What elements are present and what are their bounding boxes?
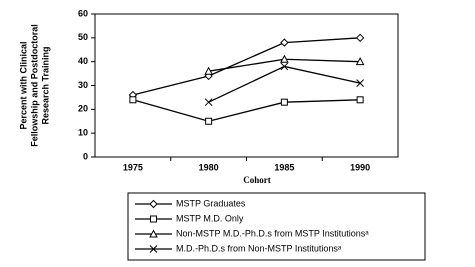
y-axis-label: Percent with Clinical xyxy=(18,41,28,129)
y-axis-label: Research Training xyxy=(40,46,50,124)
x-tick-label: 1985 xyxy=(274,162,294,172)
legend-label: MSTP Graduates xyxy=(176,198,246,208)
point xyxy=(280,54,289,63)
point xyxy=(280,98,288,106)
legend-marker xyxy=(149,229,158,238)
y-tick-label: 0 xyxy=(83,151,88,161)
legend-marker xyxy=(149,245,158,253)
y-tick-label: 30 xyxy=(78,80,88,90)
x-tick-label: 1975 xyxy=(123,162,143,172)
x-axis-label: Cohort xyxy=(243,175,271,185)
series-line xyxy=(132,99,361,122)
plot-frame xyxy=(94,13,399,158)
point xyxy=(129,96,137,104)
legend-label: Non-MSTP M.D.-Ph.D.s from MSTP Instituti… xyxy=(176,228,369,238)
point xyxy=(204,98,213,107)
legend-label: MSTP M.D. Only xyxy=(176,213,244,223)
legend-marker xyxy=(149,199,158,209)
legend-label: M.D.-Ph.D.s from Non-MSTP Institutionsᵃ xyxy=(176,243,342,253)
y-axis-label: Fellowship and Postdoctoral xyxy=(29,24,39,147)
point xyxy=(355,57,365,66)
legend-marker xyxy=(150,215,157,223)
point xyxy=(356,96,364,104)
point xyxy=(355,33,365,43)
legend-frame xyxy=(127,192,426,261)
point xyxy=(280,38,289,47)
series-line xyxy=(132,37,361,96)
y-tick-label: 60 xyxy=(78,8,88,18)
x-tick-label: 1990 xyxy=(350,162,370,172)
point xyxy=(280,62,289,71)
point xyxy=(356,79,364,87)
series-line xyxy=(208,65,361,103)
y-tick-label: 50 xyxy=(78,32,88,42)
x-tick-label: 1980 xyxy=(199,162,219,172)
point xyxy=(205,117,213,125)
y-tick-label: 40 xyxy=(78,56,88,66)
y-tick-label: 20 xyxy=(78,104,88,114)
point xyxy=(204,66,213,75)
y-tick-label: 10 xyxy=(78,128,88,138)
